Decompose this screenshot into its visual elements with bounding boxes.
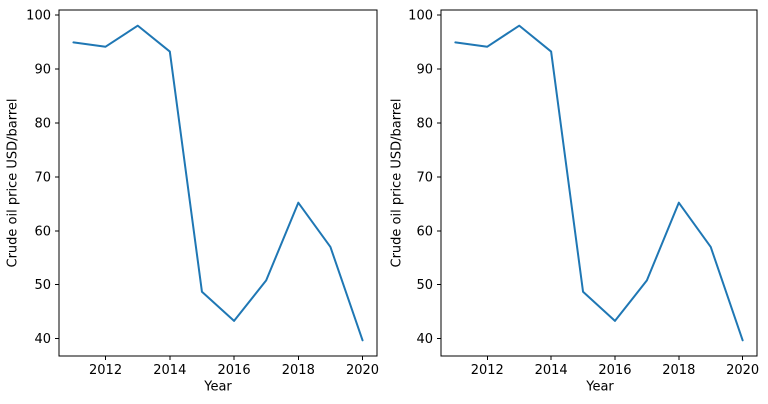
y-tick-label: 60	[416, 224, 433, 239]
y-tick-label: 80	[34, 116, 51, 131]
y-tick-label: 90	[416, 62, 433, 77]
y-tick-label: 100	[408, 8, 433, 23]
y-tick-label: 70	[416, 170, 433, 185]
line-chart-left: 2012 2014 2016 2018 2020 40 50 60 70 80 90 100	[26, 8, 379, 378]
x-tick-label: 2018	[662, 363, 695, 378]
y-tick-label: 40	[34, 332, 51, 347]
x-tick-label: 2016	[218, 363, 251, 378]
y-tick-label: 90	[34, 62, 51, 77]
y-tick-label: 100	[26, 8, 51, 23]
y-tick-label: 40	[416, 332, 433, 347]
y-tick-label: 80	[416, 116, 433, 131]
x-tick-label: 2020	[726, 363, 759, 378]
x-tick-label: 2012	[89, 363, 122, 378]
data-line	[72, 24, 364, 342]
x-tick-label: 2020	[346, 363, 379, 378]
plot-area	[440, 9, 758, 357]
y-tick-label: 50	[416, 278, 433, 293]
x-tick-label: 2016	[598, 363, 631, 378]
x-tick-label: 2012	[471, 363, 504, 378]
chart-panel-right: 2012 2014 2016 2018 2020 40 50 60 70 80 90 100 Crud…	[384, 0, 768, 404]
x-tick-label: 2014	[153, 363, 186, 378]
y-tick-label: 70	[34, 170, 51, 185]
y-tick-label: 60	[34, 224, 51, 239]
x-tick-label: 2018	[282, 363, 315, 378]
chart-panel-left: 2012 2014 2016 2018 2020 40 50 60 70 80 90 100 Crud…	[6, 8, 380, 394]
x-tick-label: 2014	[535, 363, 568, 378]
line-chart-right: 2012 2014 2016 2018 2020 40 50 60 70 80 90 100	[408, 8, 759, 378]
y-tick-label: 50	[34, 278, 51, 293]
data-line	[454, 24, 744, 342]
plot-area	[58, 9, 378, 357]
